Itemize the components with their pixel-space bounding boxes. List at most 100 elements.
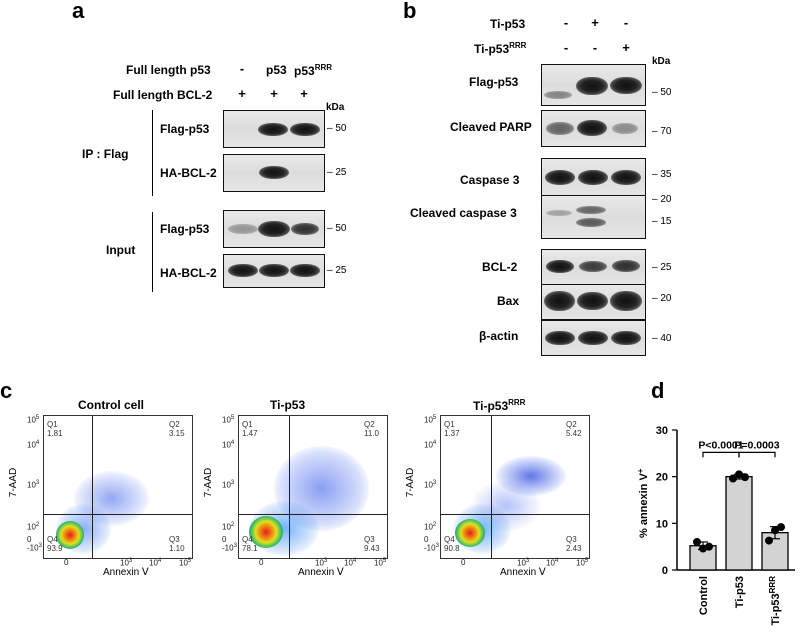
a-blot4-marker: – 25 xyxy=(327,265,347,276)
flow1-x-axis-label: Annexin Ⅴ xyxy=(103,567,149,578)
flow3-y-tick: -103 xyxy=(424,543,439,553)
flow3-x-tick: 105 xyxy=(576,558,589,568)
a-kda-label: kDa xyxy=(326,102,345,113)
data-point xyxy=(771,526,779,535)
flow-plot-ti-p53rrr: Q1 1.37 Q2 5.42 Q3 2.43 Q4 90.8 xyxy=(440,415,590,559)
a-blot3-label: Flag-p53 xyxy=(160,222,210,236)
flow1-x-tick: 104 xyxy=(149,558,162,568)
flow3-y-tick: 0 xyxy=(424,535,429,544)
b-blot1-flag-p53 xyxy=(541,64,646,106)
flow2-q1-value: 1.47 xyxy=(242,429,258,438)
input-bracket xyxy=(152,212,153,292)
b-blot5-marker: – 25 xyxy=(652,262,672,273)
flow2-x-tick: 105 xyxy=(374,558,387,568)
flow-plot-control: Q1 1.81 Q2 3.15 Q3 1.10 Q4 93.9 xyxy=(43,415,193,559)
flow2-y-tick: 0 xyxy=(222,535,227,544)
flow3-q3-value: 2.43 xyxy=(566,544,582,553)
flow3-q4-value: 90.8 xyxy=(444,544,460,553)
flow2-x-axis-label: Annexin Ⅴ xyxy=(298,567,344,578)
flow1-q2-value: 3.15 xyxy=(169,429,185,438)
flow2-q2-value: 11.0 xyxy=(364,429,379,438)
b-blot6-label: Bax xyxy=(497,294,520,308)
b-blot3-label: Caspase 3 xyxy=(460,173,520,187)
flow3-y-tick: 102 xyxy=(424,522,437,532)
data-point xyxy=(699,544,707,553)
data-point xyxy=(693,538,701,546)
b-blot5-label: BCL-2 xyxy=(482,260,518,274)
data-point xyxy=(729,474,737,483)
a-lane2-bcl2-sign: + xyxy=(270,86,278,101)
b-blot1-label: Flag-p53 xyxy=(469,75,519,89)
a-blot2-label: HA-BCL-2 xyxy=(160,166,217,180)
a-lane2-p53-label: p53 xyxy=(266,63,287,77)
flow2-y-tick: 104 xyxy=(222,440,235,450)
a-blot4-ha-bcl2-input xyxy=(223,254,325,288)
y-tick-label: 10 xyxy=(656,518,668,530)
flow1-y-tick: 103 xyxy=(27,480,40,490)
b-row1-sign-2: + xyxy=(591,15,599,30)
data-point xyxy=(705,542,713,551)
flow2-q4-label: Q4 xyxy=(242,535,253,544)
b-blot4-label: Cleaved caspase 3 xyxy=(410,206,517,220)
flow1-y-tick: -103 xyxy=(27,543,42,553)
b-row1-sign-3: - xyxy=(623,15,629,30)
panel-d-letter: d xyxy=(651,378,665,403)
flow2-q3-value: 9.43 xyxy=(364,544,380,553)
category-label: Control xyxy=(698,576,710,615)
flow3-x-tick: 0 xyxy=(461,558,466,567)
flow2-y-tick: 103 xyxy=(222,480,235,490)
bar xyxy=(725,476,753,571)
flow2-y-tick: 105 xyxy=(222,415,235,425)
a-blot1-label: Flag-p53 xyxy=(160,122,210,136)
input-label: Input xyxy=(106,243,136,257)
flow2-q3-label: Q3 xyxy=(364,535,375,544)
flow1-x-tick: 105 xyxy=(179,558,192,568)
flow1-q4-label: Q4 xyxy=(47,535,58,544)
flow3-q2-label: Q2 xyxy=(566,420,577,429)
b-blot1-marker: – 50 xyxy=(652,87,672,98)
significance-bracket xyxy=(738,451,776,458)
category-label: Ti-p53 xyxy=(734,576,746,608)
data-point xyxy=(735,470,743,479)
flow3-y-tick: 105 xyxy=(424,415,437,425)
flow3-title: Ti-p53RRR xyxy=(473,398,526,413)
flow1-q3-value: 1.10 xyxy=(169,544,185,553)
a-lane1-p53-sign: - xyxy=(239,61,245,76)
flow1-y-tick: 102 xyxy=(27,522,40,532)
flow3-q1-value: 1.37 xyxy=(444,429,460,438)
data-point xyxy=(765,536,773,545)
panel-b-letter: b xyxy=(403,0,417,23)
b-row-label-ti-p53: Ti-p53 xyxy=(490,17,526,31)
data-point xyxy=(777,523,785,532)
b-row2-sign-1: - xyxy=(563,40,569,55)
data-point xyxy=(741,473,749,482)
b-row2-sign-2: - xyxy=(592,40,598,55)
b-blot7-beta-actin xyxy=(541,320,646,356)
y-tick-label: 0 xyxy=(662,565,668,577)
flow1-title: Control cell xyxy=(78,398,145,412)
flow3-q4-label: Q4 xyxy=(444,535,455,544)
b-blot4-marker-20: – 20 xyxy=(652,194,672,205)
flow1-y-axis-label: 7-AAD xyxy=(8,467,20,498)
flow3-y-tick: 103 xyxy=(424,480,437,490)
flow3-q2-value: 5.42 xyxy=(566,429,582,438)
b-blot3-caspase3 xyxy=(541,158,646,197)
flow2-x-tick: 0 xyxy=(259,558,264,567)
flow2-x-tick: 103 xyxy=(315,558,328,568)
a-blot2-ha-bcl2 xyxy=(223,154,325,192)
b-blot7-label: β-actin xyxy=(479,329,519,343)
b-row1-sign-1: - xyxy=(563,15,569,30)
flow1-q1-value: 1.81 xyxy=(47,429,63,438)
b-row2-sign-3: + xyxy=(622,40,630,55)
flow2-y-tick: -103 xyxy=(222,543,237,553)
b-row-label-ti-p53rrr: Ti-p53RRR xyxy=(474,41,527,56)
flow2-y-tick: 102 xyxy=(222,522,235,532)
flow1-y-tick: 105 xyxy=(27,415,40,425)
b-blot2-cleaved-parp xyxy=(541,110,646,147)
row-label-full-length-bcl2: Full length BCL-2 xyxy=(113,88,213,102)
flow1-q4-value: 93.9 xyxy=(47,544,63,553)
flow3-x-tick: 103 xyxy=(517,558,530,568)
flow1-x-tick: 103 xyxy=(120,558,133,568)
y-axis-label: % annexin V+ xyxy=(636,468,650,538)
flow2-q4-value: 78.1 xyxy=(242,544,258,553)
